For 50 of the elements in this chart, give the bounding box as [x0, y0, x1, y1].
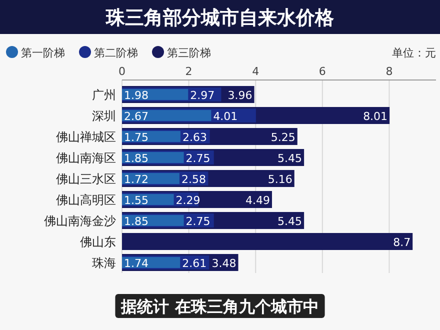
y-tick-label: 佛山高明区 [56, 193, 116, 207]
x-tick-label: 4 [252, 65, 260, 78]
data-label: 2.29 [176, 194, 200, 207]
data-label: 5.16 [268, 173, 292, 186]
bar [122, 131, 180, 142]
data-label: 1.85 [124, 215, 148, 228]
data-label: 5.25 [270, 131, 296, 144]
text: 单位：元 [392, 46, 436, 60]
data-label: 4.49 [245, 194, 270, 207]
legend-label: 第一阶梯 [21, 46, 65, 60]
bar [122, 257, 180, 268]
y-tick-label: 广州 [92, 88, 116, 102]
data-label: 1.74 [124, 257, 148, 270]
data-label: 2.67 [124, 110, 148, 123]
data-label: 1.75 [124, 131, 148, 144]
data-label: 2.58 [181, 173, 206, 186]
data-label: 2.61 [182, 257, 207, 270]
x-tick-label: 0 [118, 65, 126, 78]
data-label: 2.75 [186, 152, 210, 165]
data-label: 2.75 [186, 215, 210, 228]
data-label: 8.01 [363, 110, 388, 123]
x-tick-label: 8 [386, 65, 393, 78]
bar [122, 233, 413, 250]
bar [122, 110, 212, 121]
data-label: 2.63 [182, 131, 207, 144]
text: 据统计 在珠三角九个城市中 [120, 297, 319, 316]
x-tick-label: 2 [185, 65, 192, 78]
data-label: 8.7 [393, 236, 411, 249]
y-tick-label: 珠海 [92, 256, 116, 270]
data-label: 2.97 [190, 89, 215, 102]
y-tick-label: 佛山南海区 [56, 151, 116, 165]
bar [122, 173, 180, 184]
data-label: 3.96 [228, 89, 252, 102]
x-tick-label: 6 [318, 65, 326, 78]
data-label: 4.01 [213, 110, 238, 123]
data-label: 1.98 [124, 89, 148, 102]
legend-label: 第三阶梯 [167, 46, 211, 60]
data-label: 1.85 [124, 152, 148, 165]
data-label: 5.45 [278, 215, 302, 228]
data-label: 1.55 [124, 194, 148, 207]
y-tick-label: 佛山南海金沙 [44, 214, 116, 228]
data-label: 1.72 [124, 173, 148, 186]
data-label: 5.45 [278, 152, 302, 165]
y-tick-label: 深圳 [92, 109, 116, 123]
chart-title: 珠三角部分城市自来水价格 [105, 7, 335, 29]
data-label: 3.48 [212, 257, 236, 270]
legend-label: 第二阶梯 [94, 46, 138, 60]
y-tick-label: 佛山禅城区 [56, 130, 116, 144]
y-tick-label: 佛山东 [80, 235, 116, 249]
y-tick-label: 佛山三水区 [56, 172, 116, 186]
